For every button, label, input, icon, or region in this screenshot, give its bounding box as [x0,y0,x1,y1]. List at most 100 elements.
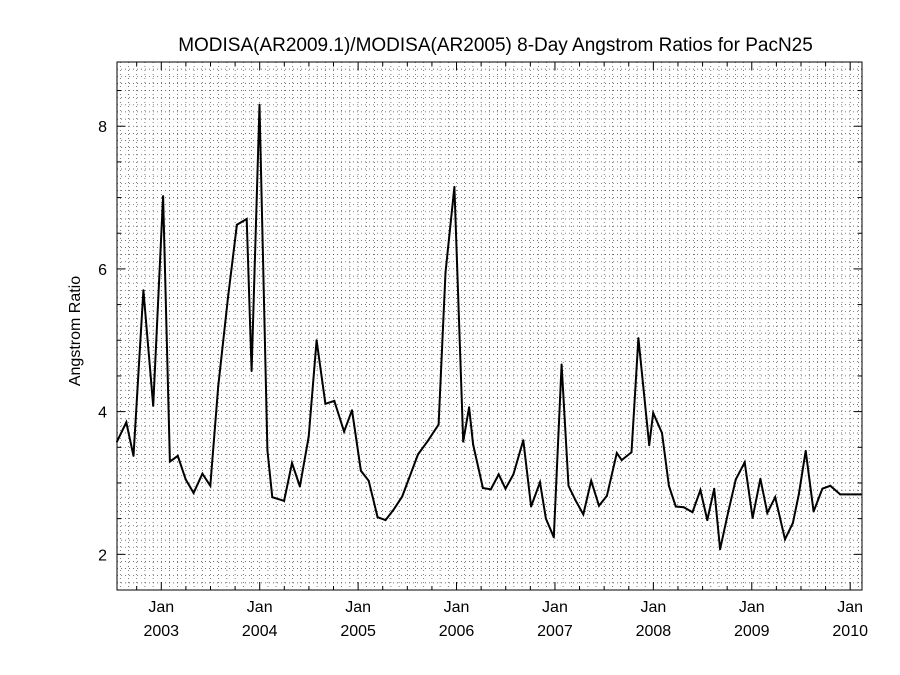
data-point [125,421,128,424]
series-layer [116,103,862,551]
data-point [315,339,318,342]
data-point [691,511,694,514]
data-point [567,484,570,487]
data-point [648,444,651,447]
data-point [582,513,585,516]
data-point [245,218,248,220]
data-point [539,481,541,484]
y-tick-label: 4 [98,405,107,422]
data-point [590,479,593,482]
y-tick-label: 2 [98,547,107,564]
data-point [605,494,608,497]
data-point [324,402,327,405]
data-point [751,516,754,519]
data-point [766,511,769,514]
data-point [359,469,362,472]
data-point [162,195,165,198]
x-tick-label-year: 2007 [537,623,573,640]
data-point [774,496,777,499]
data-point [859,493,862,496]
data-point [291,462,293,464]
data-point [351,409,353,412]
data-point [652,412,655,414]
data-point [472,443,475,446]
x-tick-label-month: Jan [345,599,371,616]
y-tick-label: 8 [98,119,107,136]
data-point [598,504,600,507]
data-point [271,496,274,499]
series-line [116,104,861,550]
data-point [713,487,716,490]
plot-frame [116,61,863,591]
x-tick-label-month: Jan [640,599,666,616]
data-point [560,363,563,366]
data-point [201,472,204,475]
data-point [574,499,577,502]
data-point [376,516,379,519]
data-point [417,453,419,456]
data-point [453,185,456,188]
data-point [637,337,640,340]
x-tick-label-month: Jan [837,599,863,616]
data-point [426,439,429,442]
x-tick-label-month: Jan [148,599,174,616]
x-tick-label-year: 2004 [242,623,278,640]
data-point [116,440,118,443]
data-point [192,492,195,494]
data-point [401,495,404,498]
tick-labels: 2 4 6 8 Jan 2003 Jan 2004 Jan 2005 Jan 2006 Jan 2007 J… [98,119,868,640]
data-point [384,519,387,522]
data-point [784,538,786,541]
x-tick-label-month: Jan [739,599,765,616]
data-point [812,510,815,513]
data-point [468,406,471,409]
data-point [615,452,618,454]
data-point [630,451,633,454]
data-point [620,459,623,462]
data-point [661,432,663,434]
data-point [444,271,447,274]
data-point [853,493,856,496]
x-tick-label-month: Jan [247,599,273,616]
x-tick-label-year: 2009 [734,623,770,640]
x-tick-label-year: 2005 [340,623,376,640]
data-point [719,548,722,551]
axis-ticks [117,62,862,591]
y-axis-label: Angstrom Ratio [67,276,84,386]
data-point [791,521,794,524]
data-point [504,487,507,490]
data-point [235,223,238,226]
x-tick-label-year: 2006 [439,623,475,640]
data-point [132,454,135,457]
data-point [266,449,269,452]
data-point [489,488,492,491]
data-point [552,536,555,539]
data-point [176,454,179,457]
data-point [667,484,670,487]
data-point [674,505,677,508]
data-point [497,473,500,476]
data-point [298,485,301,488]
data-point [258,103,261,106]
data-point [367,479,370,482]
data-point [392,509,395,512]
data-point [481,487,484,489]
data-point [727,511,729,514]
data-point [759,477,762,480]
data-point [821,487,824,490]
data-point [142,289,145,292]
data-point [343,430,346,433]
data-point [307,435,310,438]
data-point [152,404,155,407]
data-point [437,423,440,426]
data-point [743,461,746,464]
data-point [168,460,171,463]
x-tick-label-month: Jan [542,599,568,616]
data-point [209,484,212,487]
data-point [804,449,807,452]
chart-title: MODISA(AR2009.1)/MODISA(AR2005) 8-Day An… [178,35,813,56]
y-tick-label: 6 [98,262,107,279]
data-point [797,493,800,496]
x-tick-label-year: 2008 [636,623,672,640]
